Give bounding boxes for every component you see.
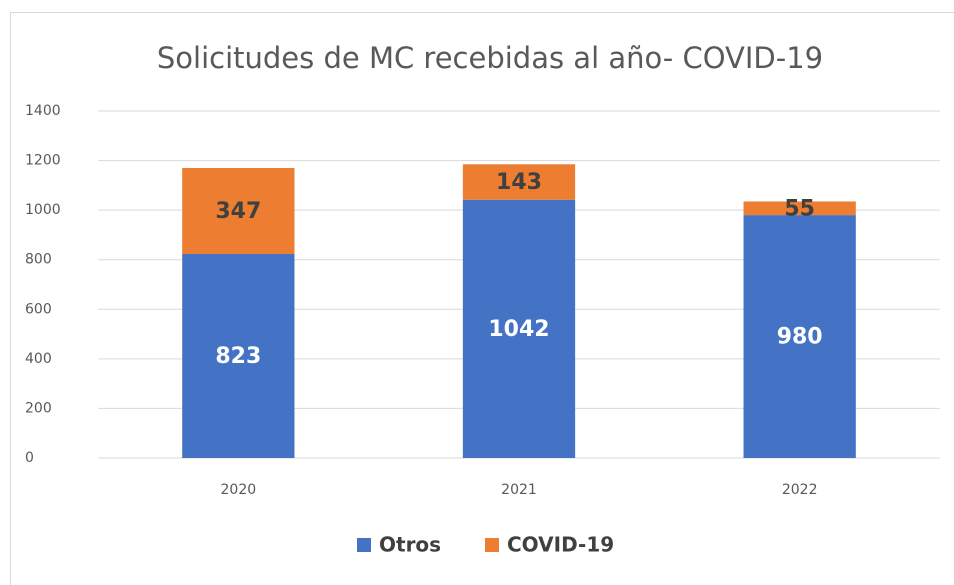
legend-label: Otros <box>379 533 441 557</box>
bar-segment <box>743 215 856 458</box>
y-tick-label: 1400 <box>25 103 61 119</box>
data-label: 980 <box>777 325 823 350</box>
bar-segment <box>182 168 295 255</box>
x-tick-label: 2021 <box>501 482 537 498</box>
y-tick-label: 400 <box>25 351 52 367</box>
data-label: 347 <box>215 199 261 224</box>
data-label: 55 <box>784 196 815 221</box>
y-tick-label: 1000 <box>25 202 61 218</box>
legend-swatch <box>357 538 371 552</box>
bar-segment <box>743 201 856 216</box>
bar-segment <box>182 254 295 458</box>
legend-label: COVID-19 <box>507 533 614 557</box>
data-label: 143 <box>496 170 542 195</box>
data-label: 1042 <box>488 317 549 342</box>
y-tick-label: 800 <box>25 252 52 268</box>
legend-swatch <box>485 538 499 552</box>
chart-title: Solicitudes de MC recebidas al año- COVI… <box>157 41 823 75</box>
x-tick-label: 2020 <box>221 482 257 498</box>
bar-segment <box>462 199 576 459</box>
y-tick-label: 0 <box>25 450 34 466</box>
data-label: 823 <box>215 344 261 369</box>
x-tick-label: 2022 <box>782 482 818 498</box>
y-tick-label: 1200 <box>25 153 61 169</box>
bar-segment <box>462 164 576 200</box>
y-tick-label: 200 <box>25 400 52 416</box>
y-tick-label: 600 <box>25 301 52 317</box>
